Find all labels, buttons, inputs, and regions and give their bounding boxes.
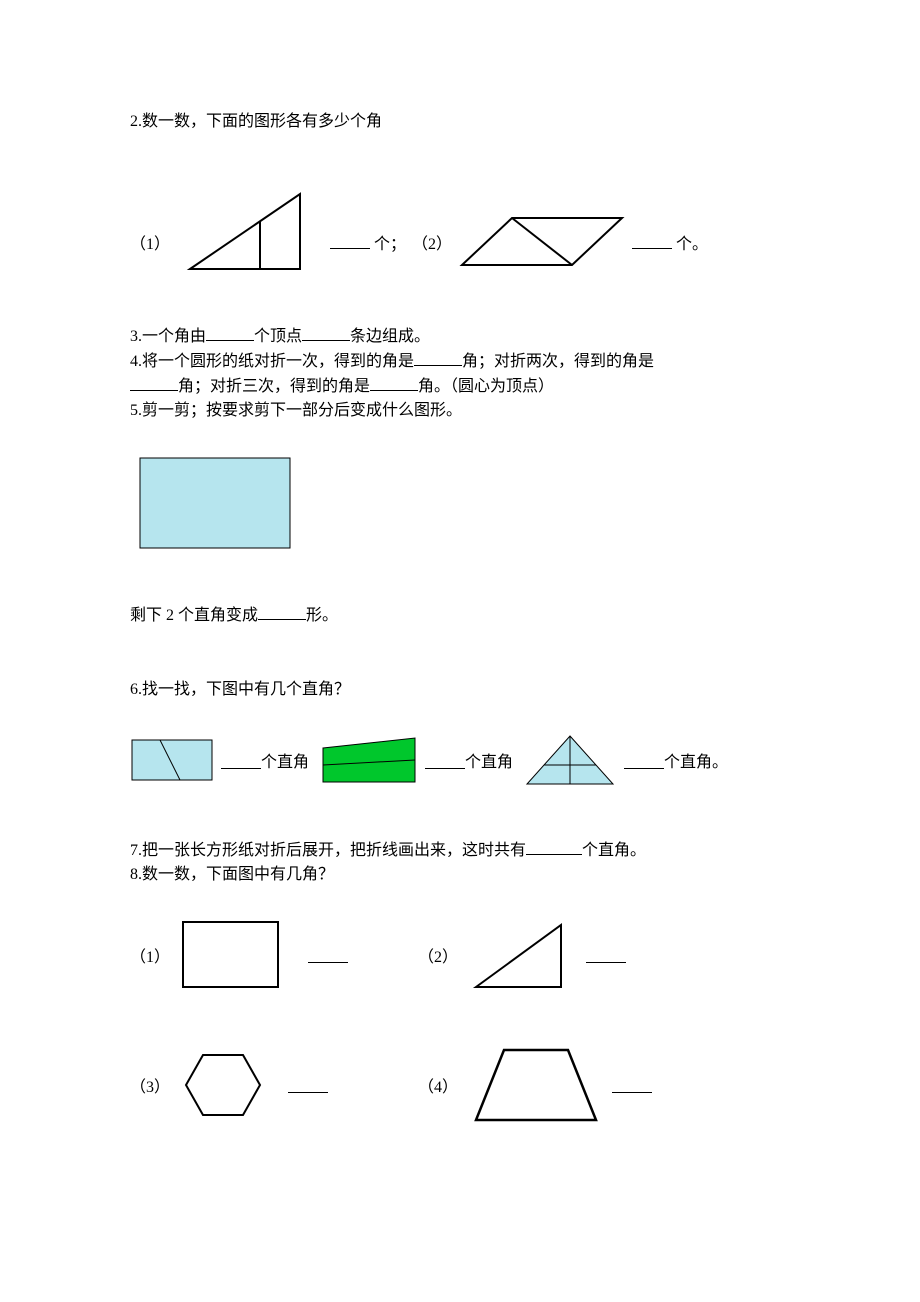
q8-p4-label: （4） (418, 1073, 458, 1097)
q8-row2: （3） （4） (130, 1042, 790, 1127)
q8-row1: （1） （2） (130, 917, 790, 992)
q4-line2: 角；对折三次，得到的角是 角。（圆心为顶点） (130, 374, 790, 399)
q3-mid2: 条边组成。 (350, 328, 430, 345)
q4-blank1[interactable] (414, 349, 462, 366)
q6-title: 6.找一找，下图中有几个直角？ (130, 678, 790, 702)
q3-pre: 3.一个角由 (130, 328, 206, 345)
q4-d: 角。（圆心为顶点） (418, 378, 554, 395)
q8-blank1[interactable] (308, 946, 348, 963)
q6-blank2[interactable] (425, 752, 465, 769)
q5-line-a: 剩下 2 个直角变成 (130, 607, 258, 624)
q2-figures-row: （1） 个； （2） 个。 (130, 184, 790, 274)
q5-rect (130, 453, 300, 553)
q8-p1-label: （1） (130, 943, 170, 967)
q8-title: 8.数一数，下面图中有几角？ (130, 863, 790, 887)
q5-answer-line: 剩下 2 个直角变成 形。 (130, 603, 790, 628)
q6-unit1: 个直角 (261, 748, 309, 772)
q3-blank2[interactable] (302, 324, 350, 341)
worksheet-page: 2.数一数，下面的图形各有多少个角 （1） 个； （2） 个。 3.一个角由 个顶… (0, 0, 920, 1302)
q5-line-b: 形。 (306, 607, 338, 624)
q2-p2-unit: 个。 (676, 236, 708, 253)
q6-blank1[interactable] (221, 752, 261, 769)
q5-title: 5.剪一剪；按要求剪下一部分后变成什么图形。 (130, 399, 790, 423)
q8-blank4[interactable] (612, 1076, 652, 1093)
q7-blank[interactable] (526, 838, 582, 855)
q3-mid1: 个顶点 (254, 328, 302, 345)
q8-shape-hexagon (178, 1045, 268, 1125)
q4-line1: 4.将一个圆形的纸对折一次，得到的角是 角；对折两次，得到的角是 (130, 349, 790, 374)
q2-shape2 (452, 210, 632, 270)
q2-p1-label: （1） (130, 230, 170, 254)
q6-shape3 (523, 732, 618, 788)
q6-unit2: 个直角 (465, 748, 513, 772)
q4-blank3[interactable] (370, 374, 418, 391)
q2-p2-label: （2） (412, 230, 452, 254)
q7-b: 个直角。 (582, 842, 646, 859)
q8-shape-triangle (466, 917, 576, 992)
q8-p2-label: （2） (418, 943, 458, 967)
q8-shape-trapezoid (466, 1042, 606, 1127)
q6-figures-row: 个直角 个直角 个直角。 (130, 732, 790, 788)
q8-blank3[interactable] (288, 1076, 328, 1093)
q2-p1-unit: 个； (374, 236, 406, 253)
q8-shape-rect (178, 917, 288, 992)
q2-blank2[interactable] (632, 232, 672, 249)
q5-blank[interactable] (258, 603, 306, 620)
q2-shape1 (170, 184, 330, 274)
q4-a: 4.将一个圆形的纸对折一次，得到的角是 (130, 353, 414, 370)
q4-blank2[interactable] (130, 374, 178, 391)
q8-p3-label: （3） (130, 1073, 170, 1097)
q6-shape2 (319, 734, 419, 786)
q4-c: 角；对折三次，得到的角是 (178, 378, 370, 395)
q7-line: 7.把一张长方形纸对折后展开，把折线画出来，这时共有 个直角。 (130, 838, 790, 863)
q4-b: 角；对折两次，得到的角是 (462, 353, 654, 370)
q8-blank2[interactable] (586, 946, 626, 963)
q6-blank3[interactable] (624, 752, 664, 769)
q3-blank1[interactable] (206, 324, 254, 341)
q6-shape1 (130, 736, 215, 784)
q7-a: 7.把一张长方形纸对折后展开，把折线画出来，这时共有 (130, 842, 526, 859)
q6-unit3: 个直角。 (664, 748, 728, 772)
q3-line: 3.一个角由 个顶点 条边组成。 (130, 324, 790, 349)
q2-title: 2.数一数，下面的图形各有多少个角 (130, 110, 790, 134)
q2-blank1[interactable] (330, 232, 370, 249)
